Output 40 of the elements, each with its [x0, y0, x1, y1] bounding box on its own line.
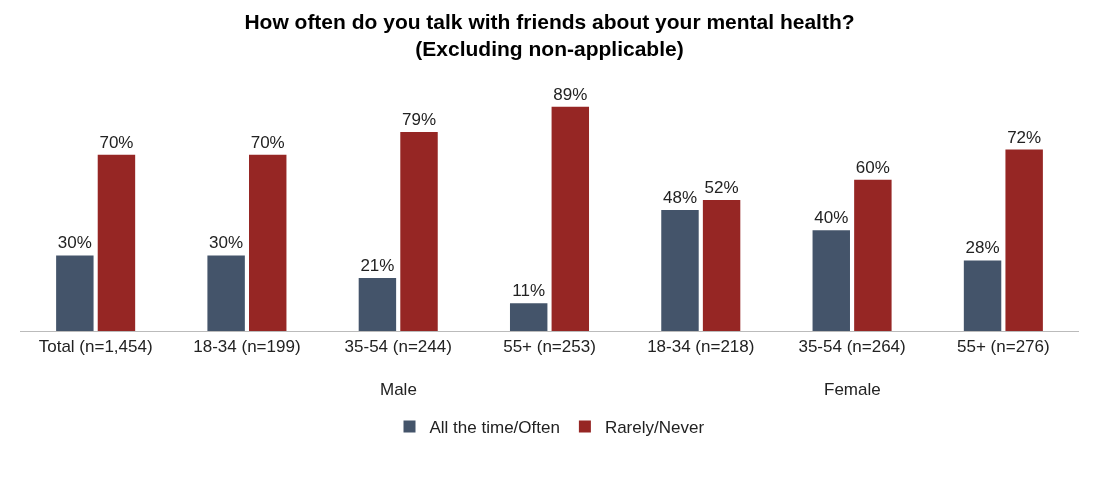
- data-label: 30%: [209, 233, 244, 253]
- bar: [97, 154, 136, 331]
- bar: [661, 210, 699, 331]
- legend-label: Rarely/Never: [604, 418, 705, 438]
- bar: [1005, 149, 1043, 331]
- data-label: 79%: [402, 109, 437, 129]
- data-label: 28%: [965, 238, 1000, 258]
- x-tick-label: 18-34 (n=199): [193, 337, 301, 357]
- text: Male: [380, 380, 417, 399]
- legend-label: All the time/Often: [429, 418, 560, 438]
- data-label: 52%: [704, 178, 739, 198]
- data-label: 11%: [512, 281, 546, 301]
- bar: [249, 154, 287, 331]
- x-tick-label: 35-54 (n=264): [798, 337, 906, 357]
- bar: [358, 278, 397, 331]
- data-label: 60%: [855, 157, 890, 177]
- bar: [702, 200, 741, 331]
- bar: [812, 230, 850, 331]
- text: Female: [824, 380, 881, 399]
- bar: [56, 255, 94, 331]
- x-tick-label: 35-54 (n=244): [344, 337, 452, 357]
- x-tick-label: 18-34 (n=218): [647, 337, 755, 357]
- data-label: 21%: [360, 256, 395, 276]
- x-tick-label: 55+ (n=253): [503, 337, 596, 357]
- data-label: 40%: [814, 208, 849, 228]
- bar: [854, 179, 892, 331]
- data-label: 48%: [662, 188, 697, 208]
- bar: [400, 131, 438, 331]
- data-label: 89%: [553, 84, 588, 104]
- data-label: 70%: [99, 132, 134, 152]
- chart-title: How often do you talk with friends about your mental health? (Excluding non-applicable): [244, 9, 855, 61]
- x-tick-label: Total (n=1,454): [38, 337, 153, 357]
- bar: [551, 106, 590, 331]
- bar: [207, 255, 245, 331]
- bar: [509, 303, 548, 331]
- data-label: 70%: [250, 132, 285, 152]
- data-label: 72%: [1007, 127, 1042, 147]
- data-label: 30%: [57, 233, 92, 253]
- bar: [963, 260, 1002, 331]
- x-tick-label: 55+ (n=276): [957, 337, 1050, 357]
